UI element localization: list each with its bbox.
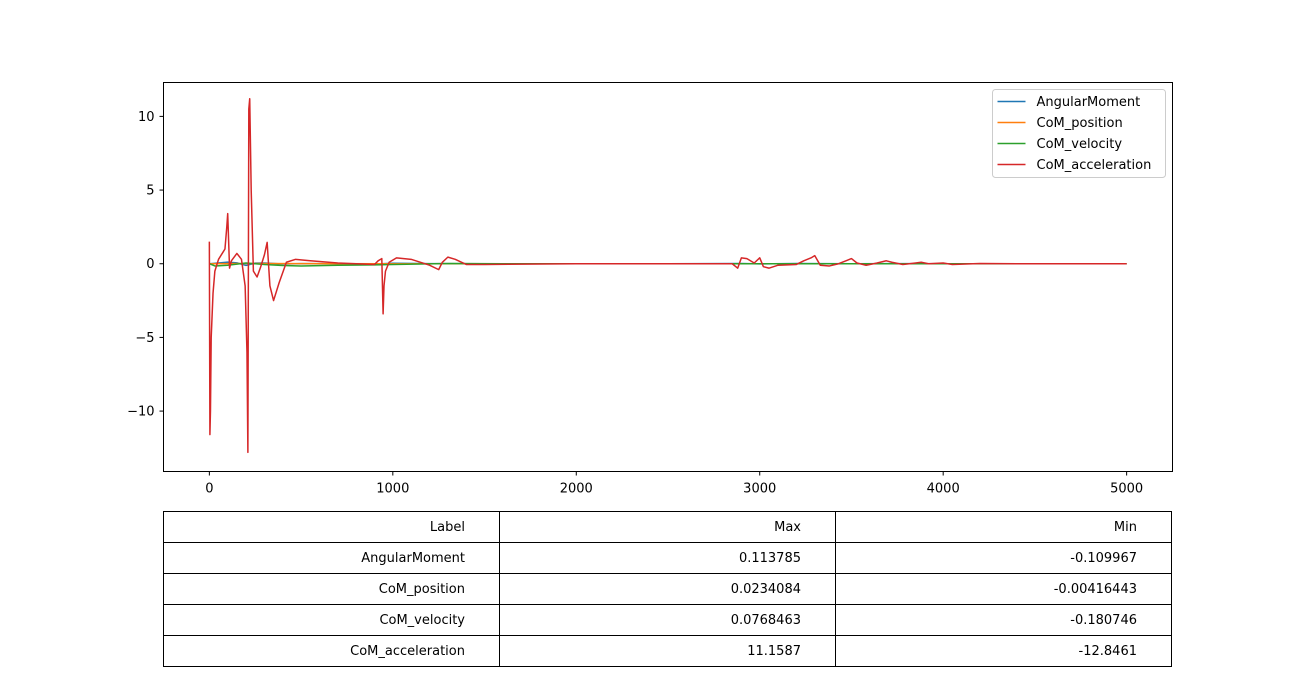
cell-max: 0.113785 (499, 542, 836, 574)
series-layer (208, 97, 1127, 454)
cell-min: -0.00416443 (835, 573, 1172, 605)
cell-label: AngularMoment (163, 542, 500, 574)
table-row: AngularMoment 0.113785 -0.109967 (163, 542, 1172, 574)
cell-label: CoM_acceleration (163, 635, 500, 667)
chart: 0 1000 2000 3000 4000 5000 −10 −5 0 5 10 AngularM… (127, 82, 1173, 497)
x-tick-label: 1000 (376, 482, 409, 497)
cell-max: 0.0234084 (499, 573, 836, 605)
legend-label-com-velocity: CoM_velocity (1037, 137, 1123, 152)
table-row: CoM_velocity 0.0768463 -0.180746 (163, 604, 1172, 636)
legend-label-com-acceleration: CoM_acceleration (1037, 158, 1152, 173)
y-tick-label: −10 (127, 405, 154, 420)
legend-label-angularmoment: AngularMoment (1037, 95, 1141, 110)
legend-label-com-position: CoM_position (1037, 116, 1123, 131)
x-tick-label: 3000 (743, 482, 776, 497)
cell-max: 0.0768463 (499, 604, 836, 636)
y-axis: −10 −5 0 5 10 (127, 110, 164, 420)
cell-label: CoM_position (163, 573, 500, 605)
header-cell-label: Label (163, 511, 500, 543)
legend-box (992, 89, 1166, 178)
cell-max: 11.1587 (499, 635, 836, 667)
legend: AngularMoment CoM_position CoM_velocity CoM… (992, 89, 1166, 178)
table-row: CoM_position 0.0234084 -0.00416443 (163, 573, 1172, 605)
x-tick-label: 2000 (560, 482, 593, 497)
series-line-com-acceleration (208, 97, 1127, 454)
x-axis: 0 1000 2000 3000 4000 5000 (205, 471, 1143, 497)
header-cell-min: Min (835, 511, 1172, 543)
y-tick-label: −5 (135, 331, 154, 346)
cell-label: CoM_velocity (163, 604, 500, 636)
x-tick-label: 4000 (927, 482, 960, 497)
table-row: CoM_acceleration 11.1587 -12.8461 (163, 635, 1172, 667)
header-cell-max: Max (499, 511, 836, 543)
y-tick-label: 10 (138, 110, 155, 125)
y-tick-label: 0 (146, 257, 154, 272)
cell-min: -0.109967 (835, 542, 1172, 574)
cell-min: -0.180746 (835, 604, 1172, 636)
y-tick-label: 5 (146, 184, 154, 199)
table-header-row: Label Max Min (163, 511, 1172, 543)
stats-table: Label Max Min AngularMoment 0.113785 -0.… (163, 511, 1172, 667)
cell-min: -12.8461 (835, 635, 1172, 667)
plot-frame (163, 82, 1173, 472)
x-tick-label: 5000 (1110, 482, 1143, 497)
x-tick-label: 0 (205, 482, 213, 497)
